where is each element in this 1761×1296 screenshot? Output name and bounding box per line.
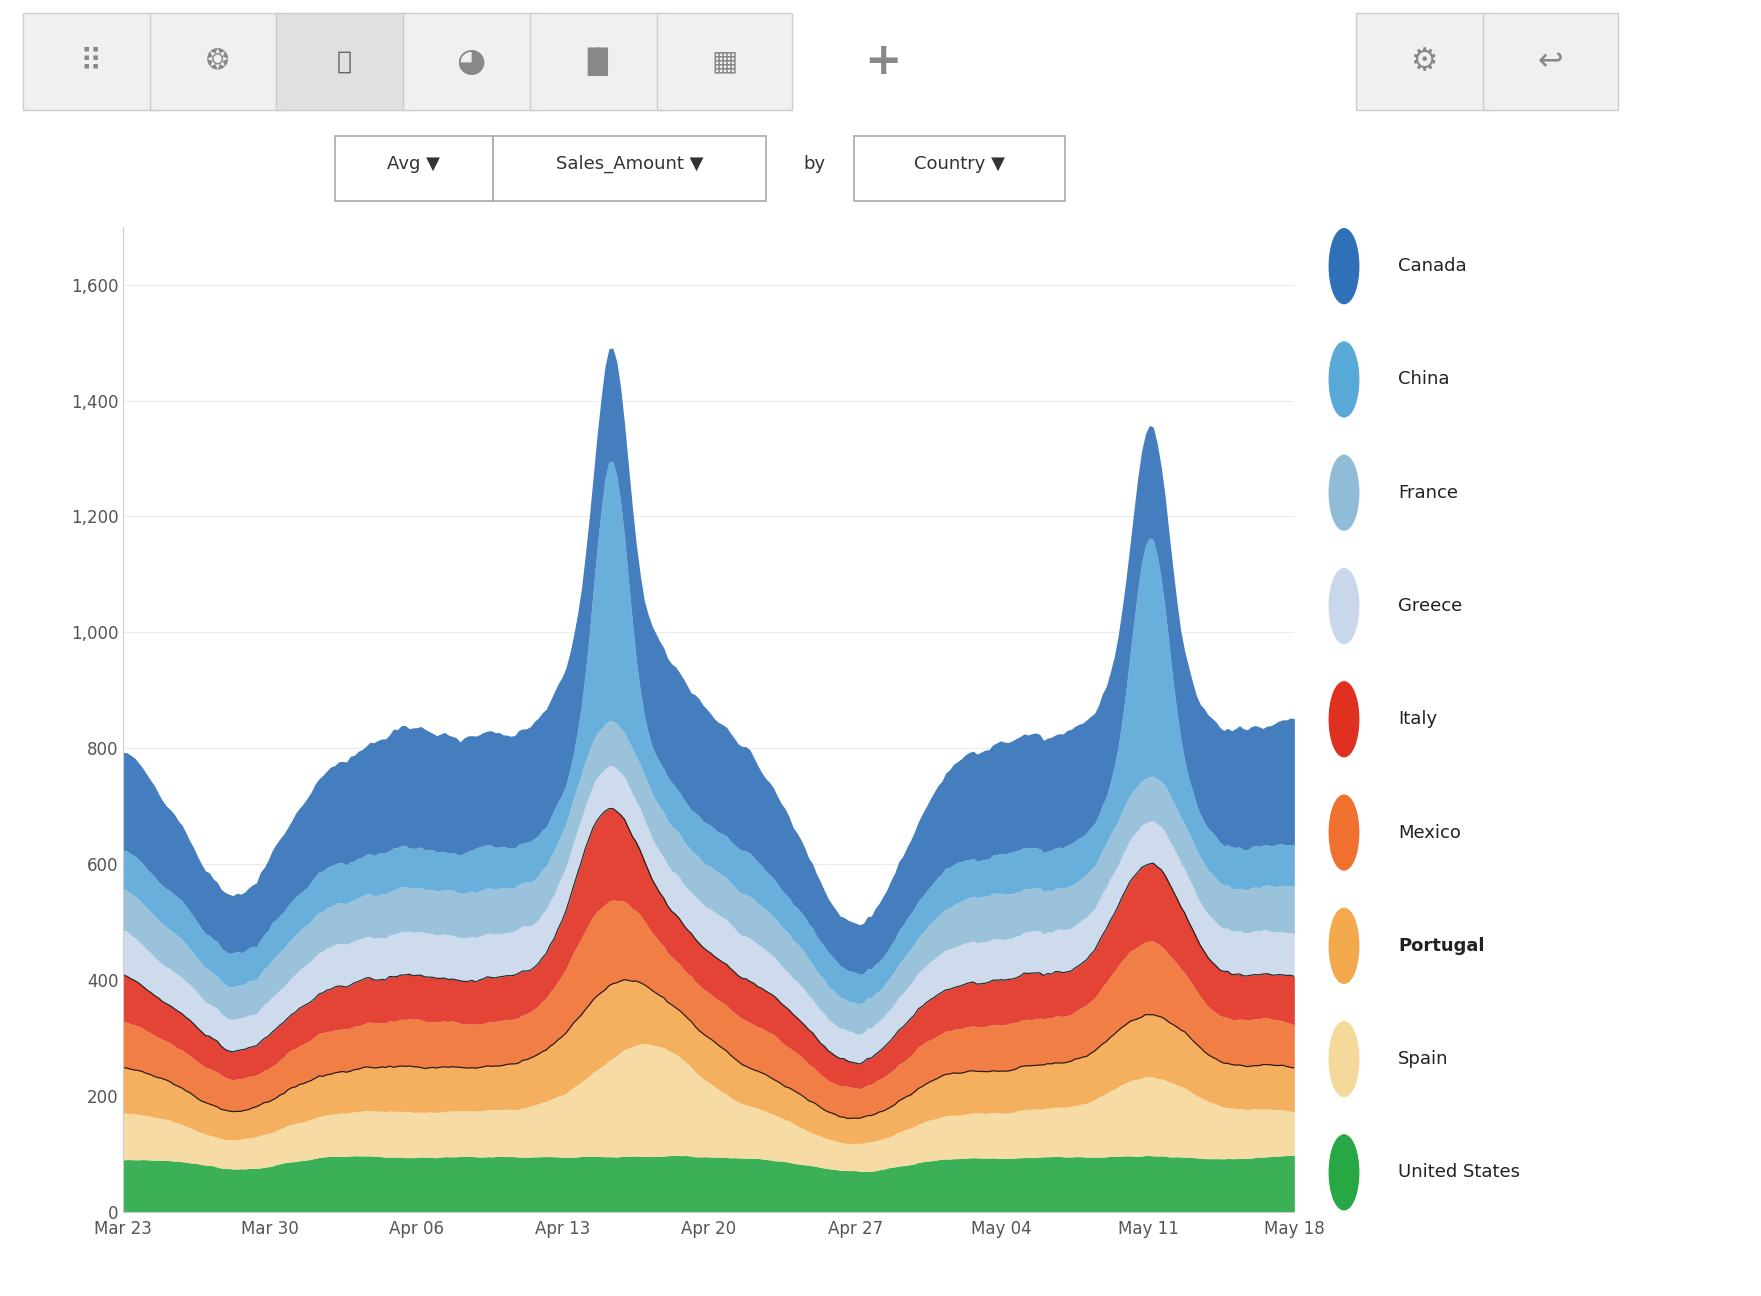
Circle shape bbox=[1330, 455, 1359, 530]
Text: ▐▌: ▐▌ bbox=[576, 47, 620, 76]
FancyBboxPatch shape bbox=[493, 136, 766, 201]
Circle shape bbox=[1330, 1135, 1359, 1209]
Text: Country ▼: Country ▼ bbox=[914, 156, 1006, 172]
Circle shape bbox=[1330, 908, 1359, 984]
Text: Italy: Italy bbox=[1398, 710, 1437, 728]
Text: ⠿: ⠿ bbox=[79, 47, 102, 76]
Circle shape bbox=[1330, 569, 1359, 643]
Text: ⚙: ⚙ bbox=[1411, 47, 1437, 76]
Text: by: by bbox=[803, 156, 826, 172]
FancyBboxPatch shape bbox=[854, 136, 1065, 201]
FancyBboxPatch shape bbox=[530, 13, 666, 110]
Circle shape bbox=[1330, 682, 1359, 757]
Text: Greece: Greece bbox=[1398, 597, 1462, 616]
Circle shape bbox=[1330, 229, 1359, 303]
Circle shape bbox=[1330, 796, 1359, 870]
Text: France: France bbox=[1398, 483, 1458, 502]
Text: ▦: ▦ bbox=[711, 48, 738, 75]
FancyBboxPatch shape bbox=[276, 13, 412, 110]
FancyBboxPatch shape bbox=[23, 13, 158, 110]
Text: Spain: Spain bbox=[1398, 1050, 1449, 1068]
Text: Canada: Canada bbox=[1398, 257, 1467, 275]
FancyBboxPatch shape bbox=[335, 136, 493, 201]
Text: ◕: ◕ bbox=[456, 45, 486, 78]
FancyBboxPatch shape bbox=[150, 13, 285, 110]
FancyBboxPatch shape bbox=[403, 13, 539, 110]
Text: Sales_Amount ▼: Sales_Amount ▼ bbox=[556, 154, 703, 174]
FancyBboxPatch shape bbox=[1483, 13, 1618, 110]
Text: United States: United States bbox=[1398, 1164, 1520, 1182]
FancyBboxPatch shape bbox=[1356, 13, 1492, 110]
Circle shape bbox=[1330, 1021, 1359, 1096]
Circle shape bbox=[1330, 342, 1359, 417]
FancyBboxPatch shape bbox=[657, 13, 792, 110]
Text: Portugal: Portugal bbox=[1398, 937, 1485, 955]
Text: Mexico: Mexico bbox=[1398, 823, 1462, 841]
Text: Avg ▼: Avg ▼ bbox=[387, 156, 440, 172]
Text: China: China bbox=[1398, 371, 1449, 389]
Text: ❂: ❂ bbox=[206, 48, 229, 75]
Text: 📈: 📈 bbox=[336, 49, 352, 74]
Text: +: + bbox=[865, 40, 902, 83]
Text: ↩: ↩ bbox=[1537, 47, 1564, 76]
